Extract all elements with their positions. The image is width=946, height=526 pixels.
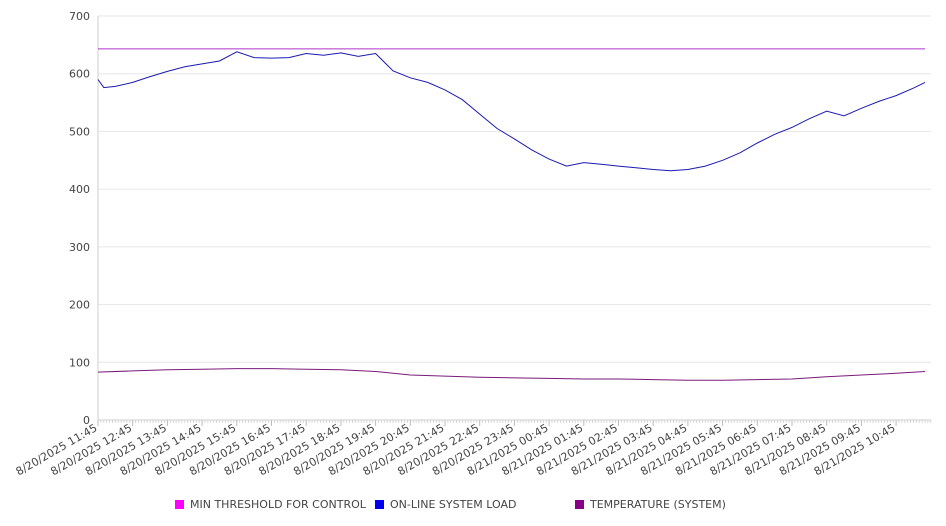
x-axis: 8/20/2025 11:458/20/2025 12:458/20/2025 … [14, 419, 932, 478]
legend: MIN THRESHOLD FOR CONTROL ON-LINE SYSTEM… [0, 498, 946, 514]
legend-item-temperature[interactable]: TEMPERATURE (SYSTEM) [575, 498, 726, 511]
y-tick-label: 500 [69, 125, 90, 138]
y-tick-label: 400 [69, 183, 90, 196]
legend-label-system-load: ON-LINE SYSTEM LOAD [390, 498, 517, 511]
legend-item-min-threshold[interactable]: MIN THRESHOLD FOR CONTROL [175, 498, 366, 511]
y-tick-label: 700 [69, 10, 90, 23]
legend-label-min-threshold: MIN THRESHOLD FOR CONTROL [190, 498, 366, 511]
y-axis: 0 100 200 300 400 500 600 700 [69, 10, 99, 427]
legend-swatch-system-load [375, 500, 384, 509]
y-tick-label: 600 [69, 68, 90, 81]
y-tick-label: 200 [69, 299, 90, 312]
gridlines [98, 15, 931, 363]
y-tick-label: 0 [83, 414, 90, 427]
series-line-system-load [97, 51, 926, 172]
legend-swatch-temperature [575, 500, 584, 509]
legend-item-system-load[interactable]: ON-LINE SYSTEM LOAD [375, 498, 516, 511]
series-lines [97, 48, 926, 381]
legend-swatch-min-threshold [175, 500, 184, 509]
y-tick-label: 300 [69, 241, 90, 254]
y-tick-label: 100 [69, 356, 90, 369]
series-line-temperature [97, 368, 926, 381]
legend-label-temperature: TEMPERATURE (SYSTEM) [590, 498, 726, 511]
